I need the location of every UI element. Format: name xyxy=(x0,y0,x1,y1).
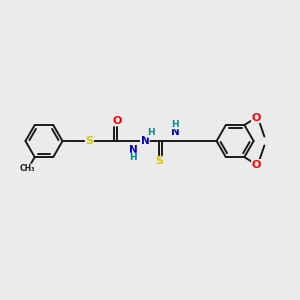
Text: S: S xyxy=(85,136,93,146)
Text: N: N xyxy=(140,136,149,146)
Text: O: O xyxy=(112,116,122,126)
Text: CH₃: CH₃ xyxy=(19,164,35,173)
Text: H: H xyxy=(171,120,179,129)
Text: O: O xyxy=(252,160,261,170)
Text: S: S xyxy=(155,156,163,166)
Text: O: O xyxy=(252,112,261,122)
Text: N: N xyxy=(129,145,137,155)
Text: H: H xyxy=(129,153,137,162)
Text: H: H xyxy=(147,128,155,137)
Text: N: N xyxy=(171,127,179,137)
